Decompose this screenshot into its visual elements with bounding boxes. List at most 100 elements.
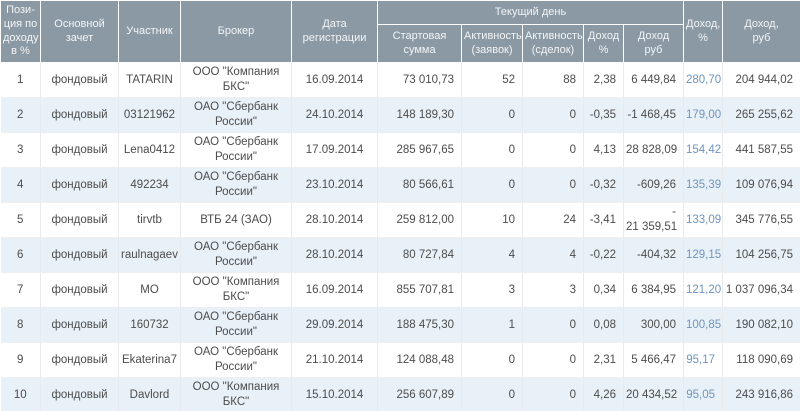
col-header-broker[interactable]: Брокер (180, 0, 292, 63)
cell-activity-orders: 52 (461, 62, 523, 98)
cell-total-income-rub: 1 037 096,34 (722, 272, 800, 308)
cell-position: 5 (0, 202, 41, 238)
cell-activity-orders: 0 (461, 97, 523, 133)
cell-broker: ООО "Компания БКС" (180, 272, 292, 308)
col-header-total-income-rub[interactable]: Доход, руб (722, 0, 800, 63)
cell-participant: 492234 (118, 167, 181, 203)
cell-position: 4 (0, 167, 41, 203)
cell-participant: 03121962 (118, 97, 181, 133)
cell-reg-date: 28.10.2014 (291, 202, 378, 238)
table-row: 7 фондовый MO ООО "Компания БКС" 16.09.2… (0, 272, 800, 308)
col-header-day-income-rub[interactable]: Доход руб (623, 24, 684, 63)
cell-participant: raulnagaev (118, 237, 181, 273)
cell-total-income-pct: 179,00 (683, 97, 723, 133)
table-row: 3 фондовый Lena0412 ОАО "Сбербанк России… (0, 132, 800, 168)
cell-activity-orders: 0 (461, 342, 523, 378)
cell-day-income-rub: 6 449,84 (623, 62, 684, 98)
cell-participant: 160732 (118, 307, 181, 343)
cell-reg-date: 28.10.2014 (291, 237, 378, 273)
col-header-day-income-pct[interactable]: Доход % (583, 24, 624, 63)
cell-start-sum: 80 727,84 (377, 237, 462, 273)
cell-day-income-pct: -0,35 (583, 97, 624, 133)
cell-activity-orders: 0 (461, 377, 523, 411)
cell-activity-deals: 0 (522, 97, 584, 133)
cell-position: 1 (0, 62, 41, 98)
table-row: 5 фондовый tirvtb ВТБ 24 (ЗАО) 28.10.201… (0, 202, 800, 238)
cell-broker: ОАО "Сбербанк России" (180, 97, 292, 133)
cell-start-sum: 148 189,30 (377, 97, 462, 133)
cell-total-income-pct: 95,05 (683, 377, 723, 411)
cell-activity-deals: 0 (522, 307, 584, 343)
cell-day-income-pct: 4,26 (583, 377, 624, 411)
table-row: 1 фондовый TATARIN ООО "Компания БКС" 16… (0, 62, 800, 98)
cell-day-income-pct: -3,41 (583, 202, 624, 238)
col-header-position[interactable]: Пози- ция по доходу в % (0, 0, 41, 63)
cell-activity-deals: 88 (522, 62, 584, 98)
cell-category: фондовый (40, 62, 119, 98)
cell-start-sum: 259 812,00 (377, 202, 462, 238)
cell-activity-orders: 10 (461, 202, 523, 238)
cell-day-income-rub: -1 468,45 (623, 97, 684, 133)
cell-activity-orders: 3 (461, 272, 523, 308)
table-row: 10 фондовый Davlord ООО "Компания БКС" 1… (0, 377, 800, 411)
col-header-participant[interactable]: Участник (118, 0, 181, 63)
col-header-activity-orders[interactable]: Активность (заявок) (461, 24, 523, 63)
col-header-reg-date[interactable]: Дата регистрации (291, 0, 378, 63)
cell-day-income-rub: 6 384,95 (623, 272, 684, 308)
cell-broker: ОАО "Сбербанк России" (180, 167, 292, 203)
cell-start-sum: 73 010,73 (377, 62, 462, 98)
cell-position: 6 (0, 237, 41, 273)
cell-activity-deals: 24 (522, 202, 584, 238)
cell-activity-deals: 3 (522, 272, 584, 308)
cell-activity-deals: 0 (522, 342, 584, 378)
cell-reg-date: 17.09.2014 (291, 132, 378, 168)
cell-participant: tirvtb (118, 202, 181, 238)
cell-activity-deals: 0 (522, 377, 584, 411)
cell-day-income-pct: 2,38 (583, 62, 624, 98)
cell-activity-deals: 4 (522, 237, 584, 273)
cell-position: 3 (0, 132, 41, 168)
cell-activity-orders: 0 (461, 167, 523, 203)
cell-start-sum: 256 607,89 (377, 377, 462, 411)
cell-day-income-rub: -404,32 (623, 237, 684, 273)
cell-participant: Lena0412 (118, 132, 181, 168)
cell-activity-orders: 4 (461, 237, 523, 273)
cell-start-sum: 188 475,30 (377, 307, 462, 343)
cell-broker: ОАО "Сбербанк России" (180, 342, 292, 378)
cell-activity-deals: 0 (522, 167, 584, 203)
cell-total-income-pct: 95,17 (683, 342, 723, 378)
cell-broker: ОАО "Сбербанк России" (180, 132, 292, 168)
cell-total-income-pct: 121,20 (683, 272, 723, 308)
cell-participant: TATARIN (118, 62, 181, 98)
cell-day-income-rub: 20 434,52 (623, 377, 684, 411)
cell-broker: ВТБ 24 (ЗАО) (180, 202, 292, 238)
cell-total-income-pct: 133,09 (683, 202, 723, 238)
table-row: 2 фондовый 03121962 ОАО "Сбербанк России… (0, 97, 800, 133)
cell-position: 7 (0, 272, 41, 308)
cell-total-income-pct: 135,39 (683, 167, 723, 203)
cell-broker: ООО "Компания БКС" (180, 62, 292, 98)
cell-broker: ОАО "Сбербанк России" (180, 237, 292, 273)
cell-activity-orders: 0 (461, 132, 523, 168)
table-row: 8 фондовый 160732 ОАО "Сбербанк России" … (0, 307, 800, 343)
cell-broker: ООО "Компания БКС" (180, 377, 292, 411)
cell-day-income-pct: 0,08 (583, 307, 624, 343)
cell-reg-date: 23.10.2014 (291, 167, 378, 203)
cell-category: фондовый (40, 167, 119, 203)
cell-reg-date: 24.10.2014 (291, 97, 378, 133)
cell-start-sum: 285 967,65 (377, 132, 462, 168)
cell-day-income-rub: 300,00 (623, 307, 684, 343)
col-header-total-income-pct[interactable]: Доход, % (683, 0, 723, 63)
col-header-start-sum[interactable]: Стартовая сумма (377, 24, 462, 63)
cell-category: фондовый (40, 342, 119, 378)
table-body: 1 фондовый TATARIN ООО "Компания БКС" 16… (0, 62, 800, 411)
cell-participant: Davlord (118, 377, 181, 411)
cell-day-income-rub: 5 466,47 (623, 342, 684, 378)
cell-start-sum: 80 566,61 (377, 167, 462, 203)
cell-activity-deals: 0 (522, 132, 584, 168)
col-group-current-day: Текущий день (377, 0, 684, 25)
col-header-activity-deals[interactable]: Активность (сделок) (522, 24, 584, 63)
cell-category: фондовый (40, 272, 119, 308)
col-header-category[interactable]: Основной зачет (40, 0, 119, 63)
